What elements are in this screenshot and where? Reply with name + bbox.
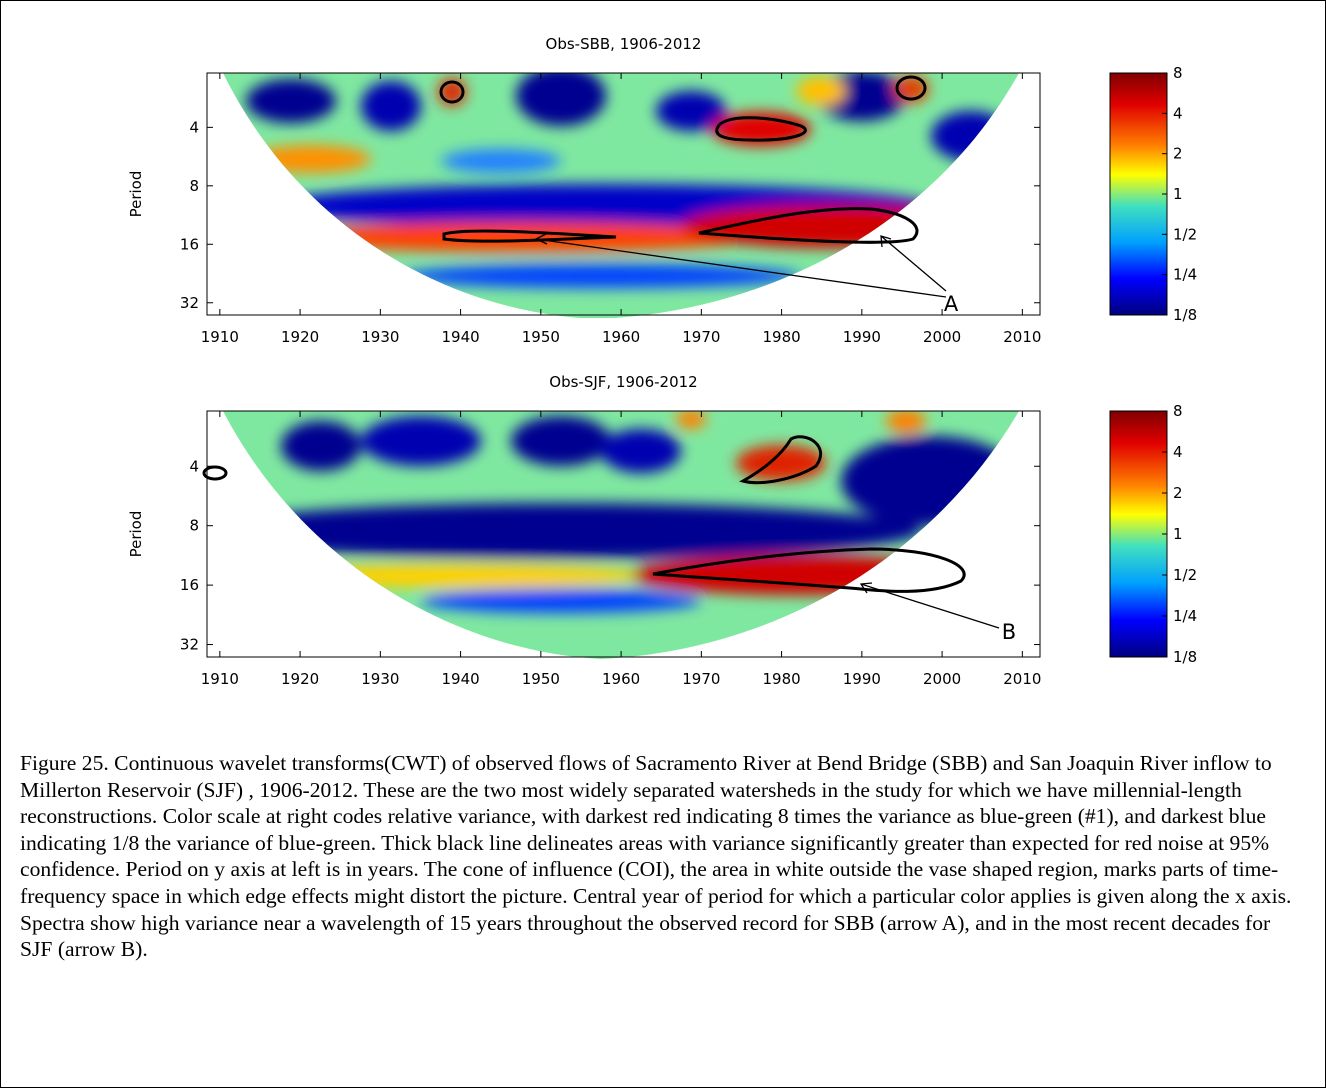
x-tick-label: 2000 — [923, 670, 961, 688]
blob — [223, 503, 921, 559]
contour — [739, 435, 823, 485]
blob — [361, 416, 481, 466]
contour — [652, 547, 966, 593]
annotation: B — [1002, 620, 1016, 644]
arrow — [534, 233, 947, 298]
y-tick-label: 16 — [180, 576, 199, 594]
y-tick-label: 32 — [180, 636, 199, 654]
x-tick-label: 1970 — [682, 670, 720, 688]
y-tick-label: 4 — [189, 118, 199, 136]
x-tick-label: 1990 — [843, 328, 881, 346]
contour — [698, 207, 919, 244]
plot-frame — [206, 72, 1041, 316]
blob — [886, 411, 926, 433]
colorbar-tick-label: 4 — [1173, 104, 1183, 122]
x-tick-label: 1910 — [201, 328, 239, 346]
colorbar-tick-label: 1/8 — [1173, 306, 1197, 324]
colorbar-tick-label: 1/4 — [1173, 266, 1197, 284]
colorbar-tick-label: 1/4 — [1173, 607, 1197, 625]
colorbar-tick-label: 2 — [1173, 484, 1183, 502]
arrow — [859, 582, 1000, 629]
field-blobs — [223, 411, 1019, 613]
x-tick-label: 1930 — [361, 670, 399, 688]
y-tick-label: 4 — [189, 457, 199, 475]
blob — [281, 421, 361, 471]
colorbar — [1109, 72, 1168, 316]
contour — [202, 465, 228, 481]
colorbar — [1109, 410, 1168, 658]
blob — [841, 436, 1019, 526]
blob — [516, 73, 606, 126]
y-tick-label: 32 — [180, 294, 199, 312]
x-tick-label: 2010 — [1003, 328, 1041, 346]
arrow — [880, 235, 947, 292]
x-tick-label: 1920 — [281, 670, 319, 688]
x-tick-label: 1930 — [361, 328, 399, 346]
x-tick-label: 1950 — [522, 670, 560, 688]
blob — [796, 76, 846, 106]
blob — [251, 145, 371, 173]
x-tick-label: 1920 — [281, 328, 319, 346]
plot-frame — [206, 410, 1041, 658]
annotation-arrows — [534, 233, 1000, 629]
blob — [676, 411, 706, 429]
colorbar-tick-label: 1/2 — [1173, 225, 1197, 243]
annotation: A — [944, 292, 959, 316]
x-tick-label: 2000 — [923, 328, 961, 346]
contour — [439, 80, 465, 104]
y-axis-label: Period — [127, 511, 145, 558]
x-tick-label: 1940 — [441, 670, 479, 688]
y-axis-label: Period — [127, 171, 145, 218]
blob — [601, 429, 681, 473]
blob — [511, 416, 611, 466]
colorbar-tick-label: 1 — [1173, 525, 1183, 543]
wavelet-field — [223, 73, 1019, 318]
colorbar-tick-label: 1 — [1173, 185, 1183, 203]
blob — [246, 79, 336, 123]
significance-contours — [202, 75, 966, 593]
x-tick-label: 1980 — [762, 328, 800, 346]
colorbar-tick-label: 2 — [1173, 145, 1183, 163]
wavelet-field — [223, 411, 1019, 659]
blob — [441, 149, 561, 173]
x-tick-label: 1910 — [201, 670, 239, 688]
blob — [281, 222, 761, 252]
chart-title: Obs-SBB, 1906-2012 — [546, 35, 702, 53]
y-tick-label: 8 — [189, 517, 199, 535]
contour — [442, 229, 617, 243]
contour — [895, 75, 927, 101]
caption: Figure 25. Continuous wavelet transforms… — [20, 751, 1292, 962]
x-tick-label: 1990 — [843, 670, 881, 688]
chart-title: Obs-SJF, 1906-2012 — [549, 373, 697, 391]
colorbar-tick-label: 8 — [1173, 402, 1183, 420]
x-tick-label: 1980 — [762, 670, 800, 688]
y-tick-label: 8 — [189, 177, 199, 195]
blob — [401, 264, 801, 288]
blob — [931, 111, 1011, 161]
blob — [421, 589, 701, 613]
chart: Obs-SBB, 1906-2012 Period 1910 1920 1930 1940… — [127, 35, 1197, 688]
blob — [251, 564, 651, 588]
contour — [715, 116, 807, 142]
colorbar-tick-label: 8 — [1173, 64, 1183, 82]
colorbar-tick-label: 1/2 — [1173, 566, 1197, 584]
x-tick-label: 1940 — [441, 328, 479, 346]
blob — [361, 81, 421, 131]
x-tick-label: 1960 — [602, 328, 640, 346]
colorbar-tick-label: 4 — [1173, 443, 1183, 461]
y-tick-label: 16 — [180, 235, 199, 253]
blob — [656, 91, 726, 131]
x-tick-label: 1970 — [682, 328, 720, 346]
x-tick-label: 1950 — [522, 328, 560, 346]
colorbar-tick-label: 1/8 — [1173, 648, 1197, 666]
x-tick-label: 2010 — [1003, 670, 1041, 688]
x-tick-label: 1960 — [602, 670, 640, 688]
